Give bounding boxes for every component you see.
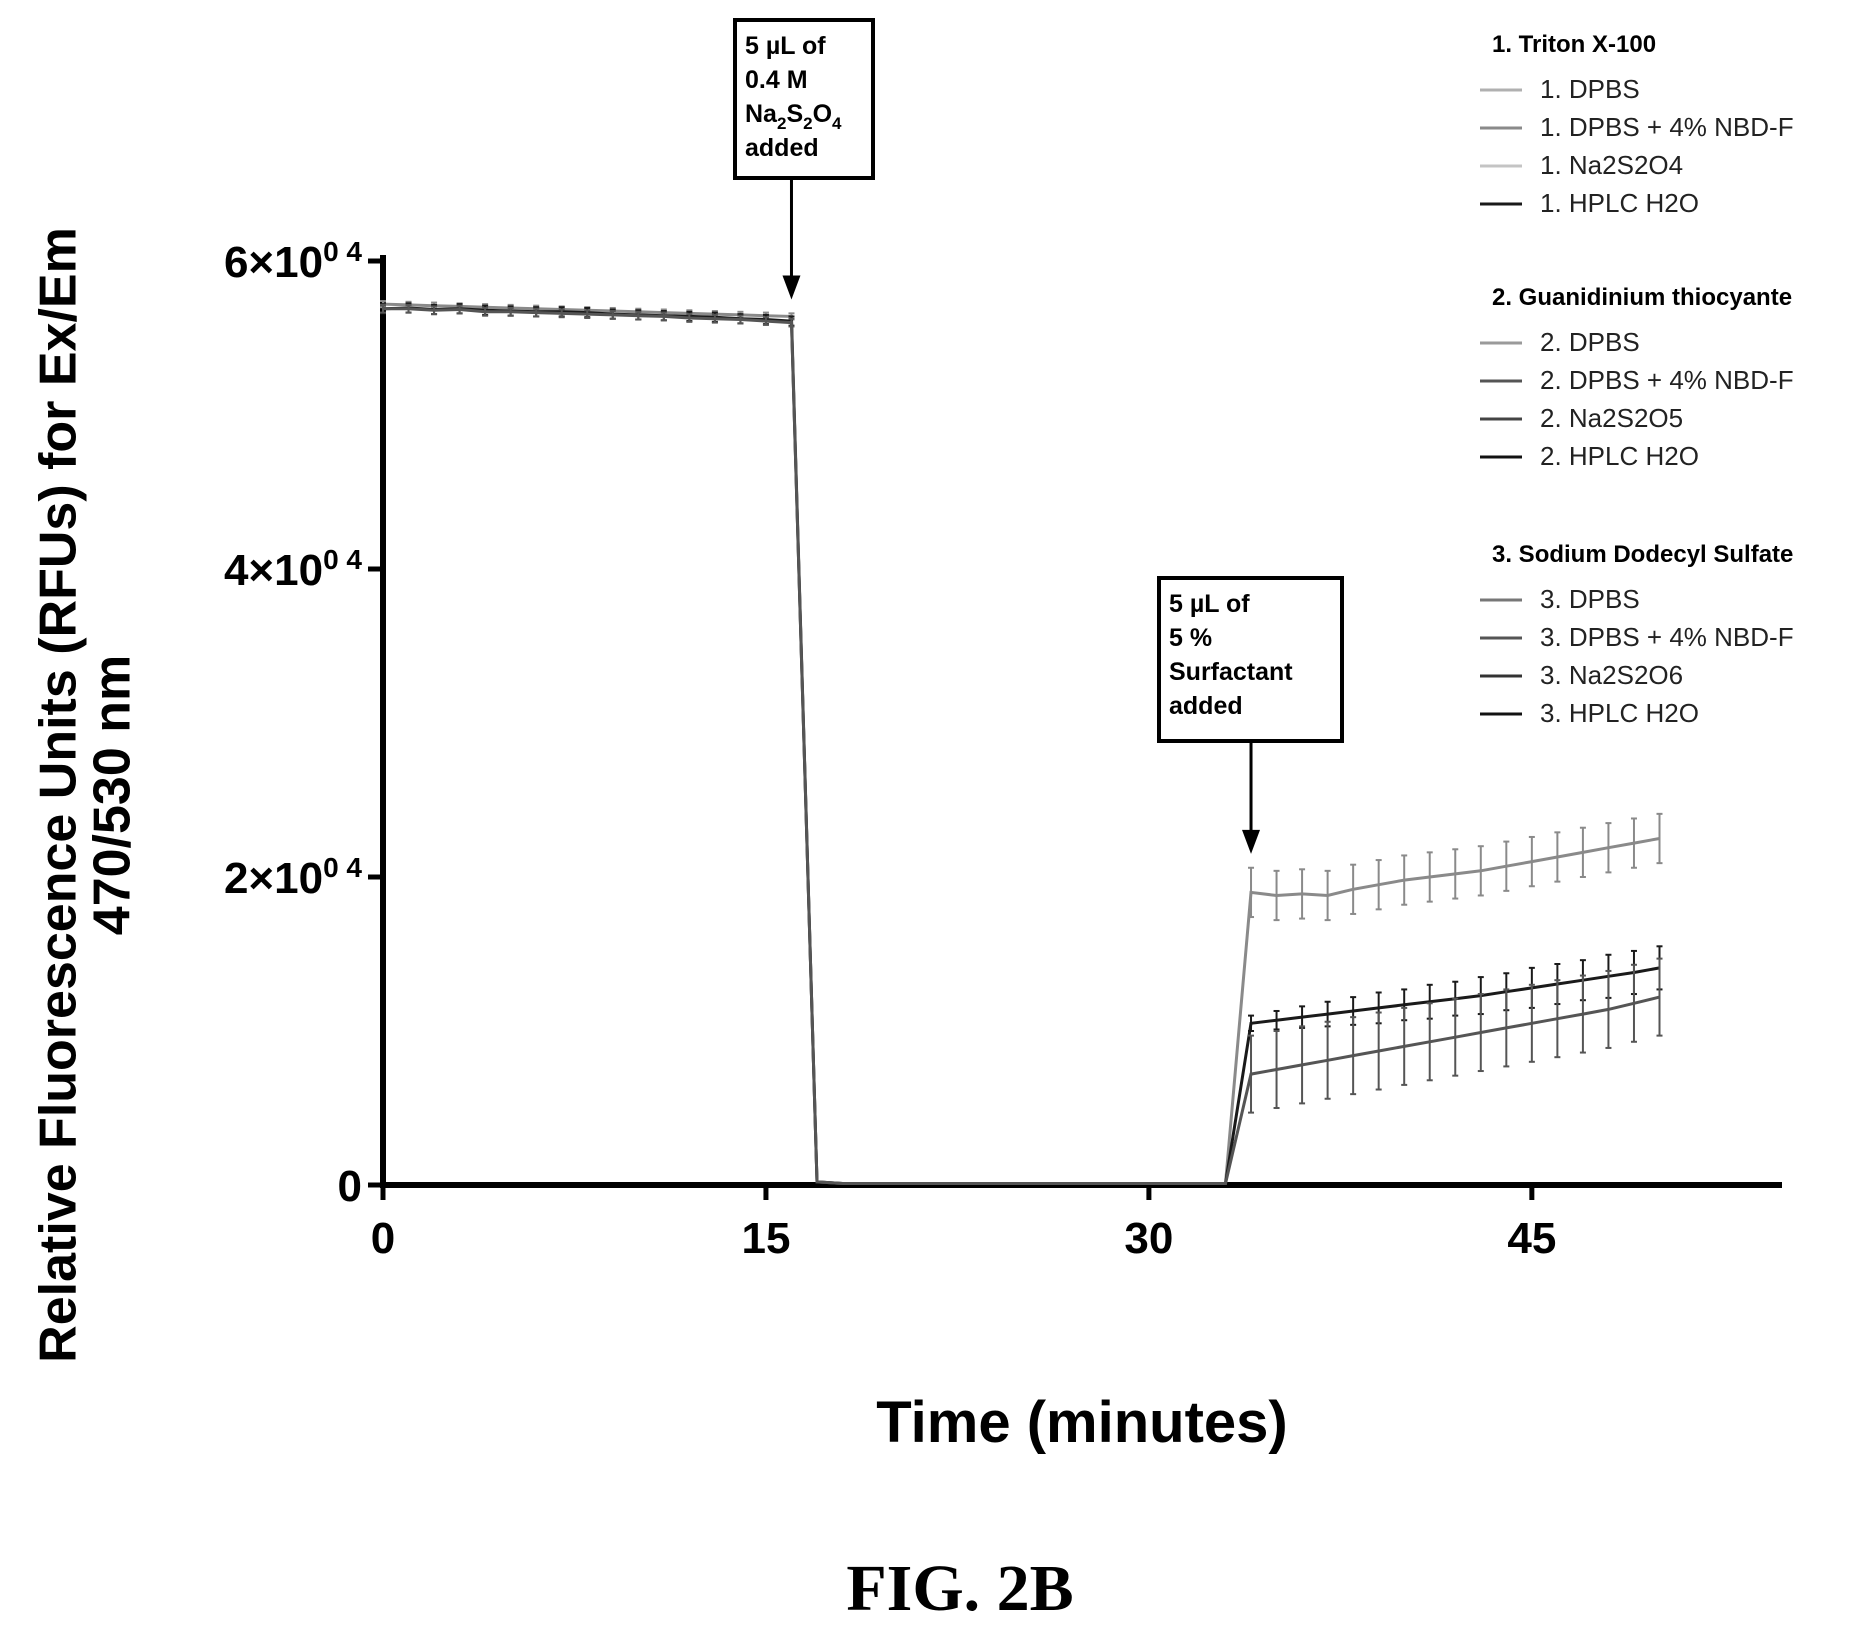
legend-entry-label: 3. HPLC H2O bbox=[1540, 698, 1699, 728]
series-2 bbox=[380, 302, 1663, 1185]
legend-entry-label: 2. DPBS bbox=[1540, 327, 1640, 357]
legend-group-2: 2. Guanidinium thiocyante 2. DPBS 2. DPBS … bbox=[1480, 284, 1794, 471]
annotation-box bbox=[1157, 576, 1344, 743]
formula-subscript: 2 bbox=[803, 114, 812, 133]
annotation-line: 5 µL of bbox=[745, 32, 826, 60]
annotation-line: added bbox=[1169, 692, 1243, 720]
y-tick-label-exponent: 0 4 bbox=[323, 852, 362, 883]
y-tick-label-base: 2×10 bbox=[224, 854, 323, 903]
y-tick-label-base: 6×10 bbox=[224, 238, 323, 287]
y-ticks: 02×100 44×100 46×100 4 bbox=[224, 236, 383, 1211]
y-tick-label-base: 4×10 bbox=[224, 546, 323, 595]
legend-entry-label: 2. DPBS + 4% NBD-F bbox=[1540, 365, 1794, 395]
legend-entry-label: 3. Na2S2O6 bbox=[1540, 660, 1683, 690]
y-axis-title-line1: Relative Fluorescence Units (RFUs) for E… bbox=[30, 227, 88, 1363]
legend-group-title: 2. Guanidinium thiocyante bbox=[1492, 284, 1792, 311]
annotation-line: Surfactant bbox=[1169, 658, 1293, 686]
annotation-line: added bbox=[745, 134, 819, 162]
legend-group-title: 3. Sodium Dodecyl Sulfate bbox=[1492, 541, 1793, 568]
legend-entry-label: 1. HPLC H2O bbox=[1540, 188, 1699, 218]
legend-group-3: 3. Sodium Dodecyl Sulfate 3. DPBS 3. DPBS … bbox=[1480, 541, 1794, 728]
series-layer bbox=[380, 300, 1663, 1185]
legend-entry-label: 2. Na2S2O5 bbox=[1540, 403, 1683, 433]
figure-caption: FIG. 2B bbox=[846, 1552, 1073, 1625]
legend: 1. Triton X-100 1. DPBS 1. DPBS + 4% NBD-F… bbox=[1480, 31, 1794, 728]
formula-subscript: 2 bbox=[777, 114, 786, 133]
formula-subscript: 4 bbox=[832, 114, 842, 133]
annotation-box bbox=[733, 18, 875, 180]
y-tick-label-base: 0 bbox=[338, 1162, 362, 1211]
x-tick-label: 45 bbox=[1507, 1214, 1556, 1263]
x-ticks: 0 15 30 45 bbox=[371, 1185, 1556, 1263]
x-axis-title: Time (minutes) bbox=[876, 1390, 1287, 1455]
legend-entry-label: 1. DPBS bbox=[1540, 74, 1640, 104]
y-axis-title-line2: 470/530 nm bbox=[84, 655, 142, 935]
legend-entry-label: 1. DPBS + 4% NBD-F bbox=[1540, 112, 1794, 142]
x-tick-label: 15 bbox=[741, 1214, 790, 1263]
legend-entry-label: 3. DPBS bbox=[1540, 584, 1640, 614]
y-tick-label: 2×100 4 bbox=[224, 852, 362, 903]
x-tick-label: 30 bbox=[1124, 1214, 1173, 1263]
y-tick-label-exponent: 0 4 bbox=[323, 236, 362, 267]
annotation-arrow-head bbox=[1242, 829, 1261, 854]
series-line bbox=[382, 302, 1660, 1185]
annotation-formula: Na2S2O4 bbox=[745, 100, 842, 133]
series-1 bbox=[380, 300, 1663, 1185]
y-tick-label: 6×100 4 bbox=[224, 236, 362, 287]
legend-group-1: 1. Triton X-100 1. DPBS 1. DPBS + 4% NBD-F… bbox=[1480, 31, 1794, 218]
x-tick-label: 0 bbox=[371, 1214, 395, 1263]
formula-element: Na bbox=[745, 100, 778, 128]
formula-element: S bbox=[786, 100, 803, 128]
annotation-line: 5 µL of bbox=[1169, 590, 1250, 618]
annotation-line: 5 % bbox=[1169, 624, 1212, 652]
series-line bbox=[382, 306, 1660, 1185]
legend-group-title: 1. Triton X-100 bbox=[1492, 31, 1656, 58]
y-tick-label-exponent: 0 4 bbox=[323, 544, 362, 575]
legend-entry-label: 2. HPLC H2O bbox=[1540, 441, 1699, 471]
annotation-line: 0.4 M bbox=[745, 66, 808, 94]
series-3 bbox=[380, 303, 1663, 1185]
formula-element: O bbox=[813, 100, 832, 128]
legend-entry-label: 1. Na2S2O4 bbox=[1540, 150, 1683, 180]
y-tick-label: 4×100 4 bbox=[224, 544, 362, 595]
series-line bbox=[383, 307, 1660, 1185]
annotation-2: 5 µL of 5 % Surfactant added bbox=[1157, 576, 1344, 854]
legend-entry-label: 3. DPBS + 4% NBD-F bbox=[1540, 622, 1794, 652]
annotation-arrow-head bbox=[782, 275, 801, 300]
y-tick-label: 0 bbox=[338, 1162, 362, 1211]
